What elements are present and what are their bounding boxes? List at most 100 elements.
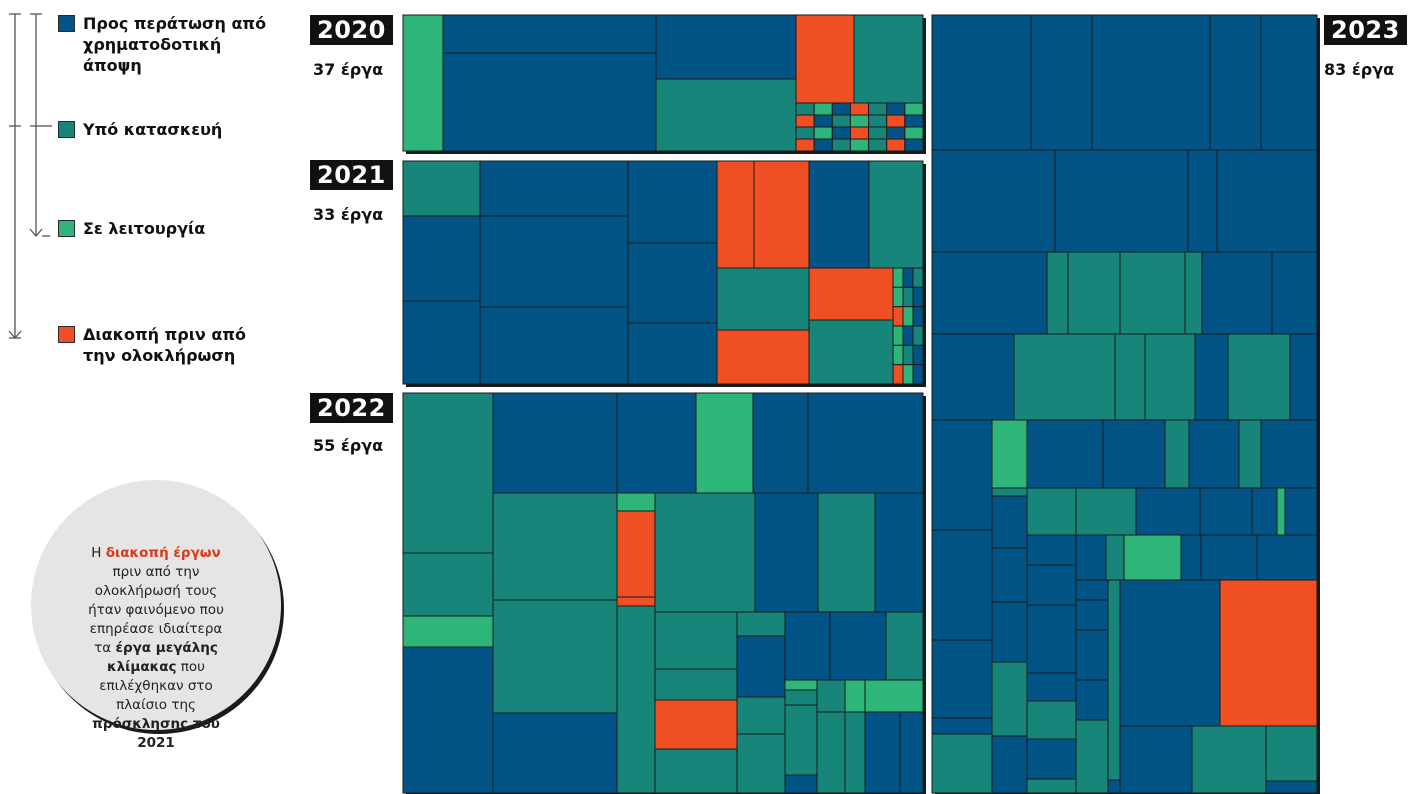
treemap-2023-tile [1026,672,1077,702]
treemap-2023-tile [1026,534,1077,566]
treemap-2021-tile [892,364,904,385]
treemap-2020-tile [886,126,906,140]
treemap-2021-tile [808,160,870,269]
treemap-2023-tile [931,639,993,719]
treemap-2023-tile [1289,333,1318,421]
legend-item-financial-completion: Προς περάτωση από χρηματοδοτική άποψη [58,13,273,76]
treemap-2023-tile [1188,419,1240,489]
treemap-2021-tile [912,306,924,327]
treemap-2023-tile [1054,149,1189,253]
treemap-2021-tile [479,215,629,308]
treemap-2022-tile [616,510,656,598]
treemap-2022-tile [784,774,818,794]
legend-swatch [58,121,75,138]
year-tag-2020: 2020 [310,15,393,45]
treemap-2020-tile [886,102,906,116]
treemap-2023-tile [1026,564,1077,606]
treemap-2023-tile [991,601,1028,663]
treemap-2022-tile [874,492,924,613]
treemap-2023-tile [1026,419,1104,489]
legend-label: Υπό κατασκευή [83,120,223,139]
treemap-2020-tile [795,14,855,104]
treemap-2022-tile [784,611,831,681]
treemap-2022-tile [784,689,818,706]
treemap-2022-tile [402,646,494,794]
treemap-2021-tile [892,267,904,288]
treemap-2023-tile [1184,251,1203,335]
treemap-2021-tile [808,267,894,321]
treemap-2023-tile [1187,149,1218,253]
year-count-2023: 83 έργα [1324,60,1395,79]
year-tag-2022: 2022 [310,393,393,423]
treemap-2022-tile [807,392,924,494]
treemap-2023-tile [1209,14,1262,151]
year-tag-2023: 2023 [1324,15,1407,45]
treemap-2023-tile [1075,629,1109,681]
treemap-2021-tile [892,286,904,308]
treemap-2023-tile [1164,419,1190,489]
treemap-2023-tile [931,717,993,735]
treemap-2023-tile [1091,14,1211,151]
treemap-2021-tile [902,325,914,346]
treemap-2023-tile [1227,333,1291,421]
treemap-2023-tile [1026,604,1077,674]
treemap-2023-tile [1119,579,1221,727]
treemap-2020-tile [904,126,924,140]
treemap-2023-tile [1067,251,1121,335]
treemap-2023-tile [1260,419,1318,489]
treemap-2020-tile [886,114,906,128]
treemap-2023-tile [1200,534,1258,581]
treemap-2023-tile [1251,487,1278,536]
treemap-2023-tile [1256,534,1318,581]
callout-text: Η διακοπή έργων πριν από την ολοκλήρωσή … [81,544,231,753]
treemap-2023-tile [1075,487,1137,536]
treemap-2020-tile [868,114,888,128]
treemap-2021-tile [912,344,924,366]
treemap-2021-tile [902,344,914,366]
treemap-2023-tile [1026,487,1077,536]
treemap-2020-tile [853,14,924,104]
treemap-2023-tile [1075,534,1107,581]
treemap-2020-tile [868,138,888,152]
treemap-2020-tile [795,102,815,116]
treemap-2022-tile [616,596,656,607]
treemap-2023-tile [1075,579,1109,601]
treemap-2022-tile [829,611,887,681]
treemap-2023-tile [1102,419,1166,489]
treemap-2023-tile [931,733,993,794]
treemap-2020-tile [849,138,870,152]
legend: Προς περάτωση από χρηματοδοτική άποψη Υπ… [0,0,300,400]
callout-part: Η [91,545,106,561]
treemap-2022-tile [864,711,901,794]
treemap-2023-tile [1238,419,1262,489]
legend-item-in-operation: Σε λειτουργία [58,218,205,239]
treemap-2023-tile [1030,14,1093,151]
treemap-2021-tile [402,160,481,217]
treemap-2023-tile [1075,599,1109,631]
treemap-2023-tile [931,149,1056,253]
legend-label: Προς περάτωση από χρηματοδοτική άποψη [83,14,267,75]
treemap-2022-tile [736,733,786,794]
treemap-2023-tile [1191,725,1267,794]
treemap-2022-tile [885,611,924,681]
treemap-2023-tile [1180,534,1202,581]
treemap-2022-tile [752,392,809,494]
treemap-2022-tile [492,392,618,494]
treemap-2022-tile [654,611,738,670]
treemap-2023-tile [1075,679,1109,721]
treemap-2020-tile [655,14,797,80]
treemap-2022-tile [616,605,656,794]
treemap-2023-tile [1026,700,1077,740]
treemap-2023-tile [1114,333,1146,421]
treemap-2022-tile [695,392,754,494]
treemap-2021-tile [902,267,914,288]
treemap-2021-tile [627,160,718,244]
treemap-2023-tile [991,735,1028,794]
treemap-2022-tile [844,679,866,713]
legend-swatch [58,220,75,237]
treemap-2022-tile [654,748,738,794]
treemap-2023-tile [931,333,1015,421]
treemap-2020-tile [831,126,851,140]
treemap-2023-tile [1119,251,1186,335]
